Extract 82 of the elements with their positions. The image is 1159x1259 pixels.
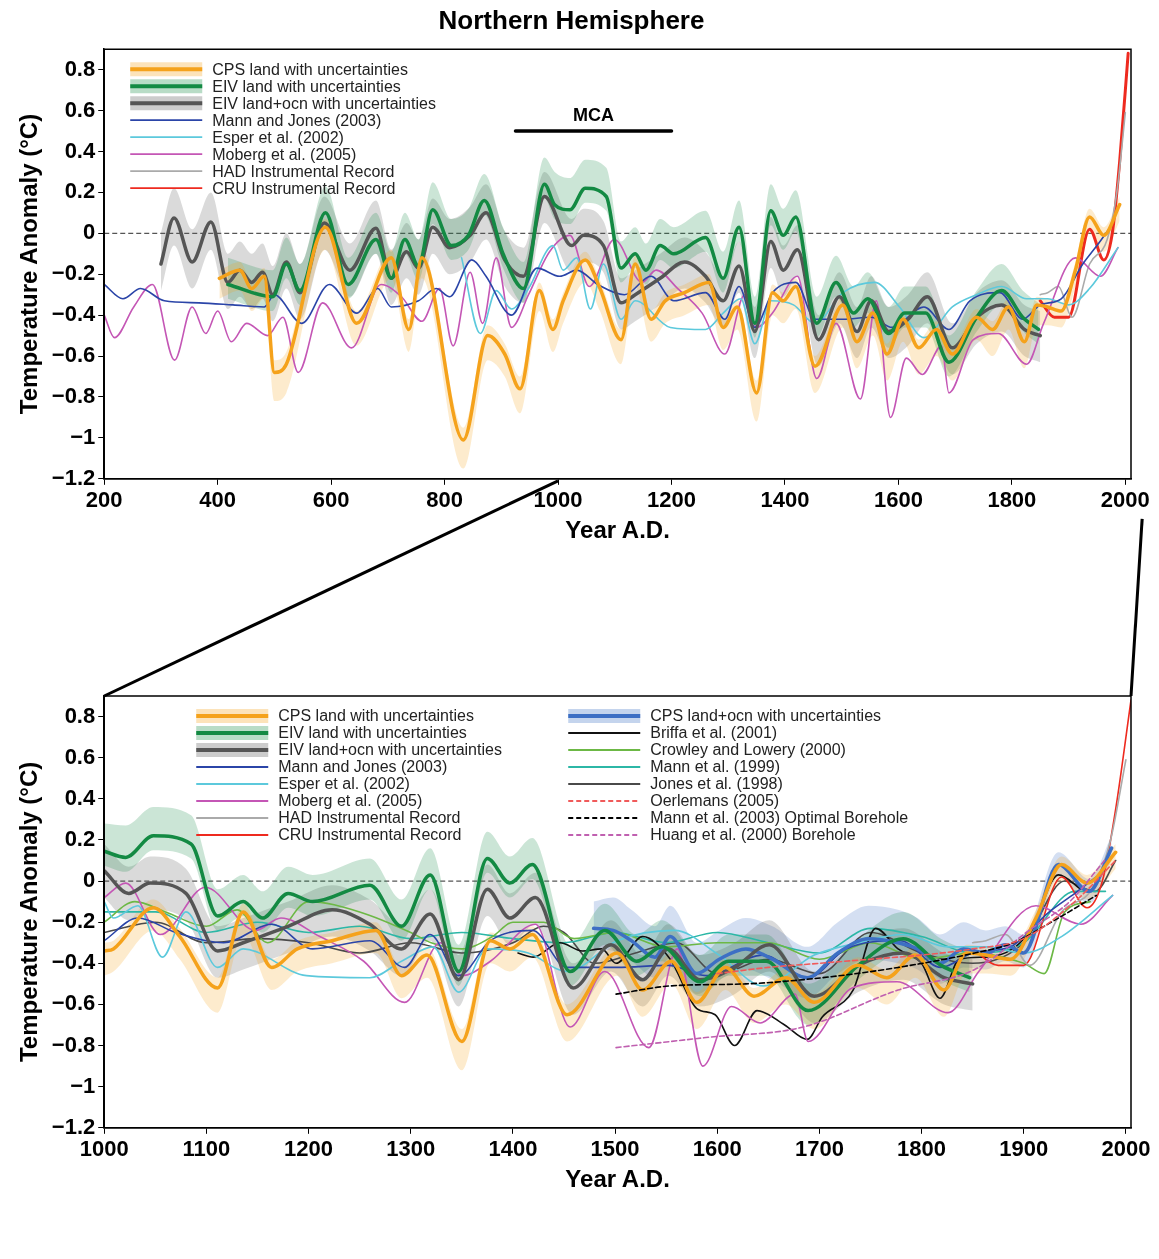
y-tick-label: 0.2 (64, 826, 96, 851)
line-series (104, 900, 1091, 975)
legend-label: EIV land with uncertainties (212, 77, 401, 95)
legend-label: EIV land+ocn with uncertainties (212, 94, 436, 112)
x-tick-label: 1600 (873, 487, 923, 513)
legend-label: HAD Instrumental Record (278, 809, 461, 827)
chart-title: Northern Hemisphere (438, 4, 705, 35)
legend-label: Huang et al. (2000) Borehole (650, 826, 856, 844)
y-tick-label: −1.2 (51, 1113, 96, 1139)
y-tick-label: 0 (82, 867, 96, 893)
x-tick-label: 1700 (794, 1136, 844, 1162)
legend-label: Briffa et al. (2001) (650, 724, 778, 742)
y-tick-label: −1 (70, 1072, 96, 1098)
line-series (615, 894, 1098, 995)
y-tick-label: −0.4 (51, 949, 96, 975)
y-axis-title: Temperature Anomaly (°C) (15, 761, 43, 1063)
y-tick-label: −1 (70, 423, 96, 449)
x-tick-label: 1300 (386, 1136, 436, 1162)
line-series (716, 859, 1117, 975)
x-tick-label: 1600 (692, 1136, 742, 1162)
y-tick-label: −0.6 (51, 990, 96, 1016)
x-tick-label: 800 (426, 487, 463, 513)
x-tick-label: 1000 (79, 1136, 129, 1162)
x-tick-label: 1500 (590, 1136, 640, 1162)
legend-label: HAD Instrumental Record (212, 162, 395, 180)
y-tick-label: −0.2 (51, 908, 96, 934)
y-tick-label: −1.2 (51, 464, 96, 490)
x-tick-label: 1000 (533, 487, 583, 513)
legend-label: Moberg et al. (2005) (212, 145, 357, 163)
x-tick-label: 1200 (647, 487, 696, 513)
line-series (460, 244, 1119, 345)
y-tick-label: −0.4 (51, 301, 96, 327)
line-series (104, 890, 1107, 954)
y-tick-label: −0.2 (51, 260, 96, 286)
legend-label: CRU Instrumental Record (278, 826, 462, 844)
legend-label: Jones et al. (1998) (650, 775, 783, 793)
x-axis-title: Year A.D. (565, 516, 670, 544)
legend-label: EIV land+ocn with uncertainties (278, 741, 502, 759)
y-tick-label: −0.6 (51, 342, 96, 368)
line-series (104, 894, 1114, 993)
legend-label: Moberg et al. (2005) (278, 792, 423, 810)
x-tick-label: 400 (199, 487, 237, 513)
y-tick-label: 0.2 (64, 178, 96, 204)
x-tick-label: 1800 (897, 1136, 947, 1162)
x-tick-label: 1400 (488, 1136, 538, 1162)
x-tick-label: 200 (85, 487, 123, 513)
legend-label: Mann et al. (2003) Optimal Borehole (650, 809, 909, 827)
x-tick-label: 1400 (760, 487, 810, 513)
y-tick-label: 0.6 (64, 743, 96, 769)
x-tick-label: 1200 (284, 1136, 334, 1162)
x-tick-label: 600 (312, 487, 350, 513)
legend-label: CRU Instrumental Record (212, 179, 396, 197)
y-tick-label: −0.8 (51, 1031, 96, 1057)
y-tick-label: 0.8 (64, 55, 96, 81)
x-tick-label: 1900 (999, 1136, 1049, 1162)
y-tick-label: 0.4 (64, 784, 96, 810)
y-tick-label: −0.8 (51, 383, 96, 409)
series-label: MCA (573, 105, 615, 125)
legend-label: Mann et al. (1999) (650, 758, 781, 776)
x-tick-label: 1800 (987, 487, 1037, 513)
line-series (104, 234, 1119, 419)
y-axis-title: Temperature Anomaly (°C) (15, 113, 43, 415)
y-tick-label: 0 (82, 219, 96, 245)
legend-label: CPS land with uncertainties (212, 60, 408, 78)
y-tick-label: 0.8 (64, 702, 96, 728)
y-tick-label: 0.6 (64, 96, 96, 122)
y-tick-label: 0.4 (64, 137, 96, 163)
x-tick-label: 2000 (1101, 1136, 1151, 1162)
legend-label: CPS land+ocn with uncertainties (650, 707, 882, 725)
legend-label: EIV land with uncertainties (278, 724, 467, 742)
legend-label: Crowley and Lowery (2000) (650, 741, 846, 759)
x-tick-label: 1100 (182, 1136, 231, 1162)
x-axis-title: Year A.D. (565, 1165, 670, 1193)
line-series (1039, 111, 1127, 318)
legend-label: Mann and Jones (2003) (212, 111, 382, 129)
legend-label: Esper et al. (2002) (212, 128, 344, 146)
legend-label: CPS land with uncertainties (278, 707, 474, 725)
line-series (971, 758, 1127, 967)
legend-label: Mann and Jones (2003) (278, 758, 448, 776)
x-tick-label: 2000 (1100, 487, 1150, 513)
legend-label: Oerlemans (2005) (650, 792, 780, 810)
legend-label: Esper et al. (2002) (278, 775, 410, 793)
